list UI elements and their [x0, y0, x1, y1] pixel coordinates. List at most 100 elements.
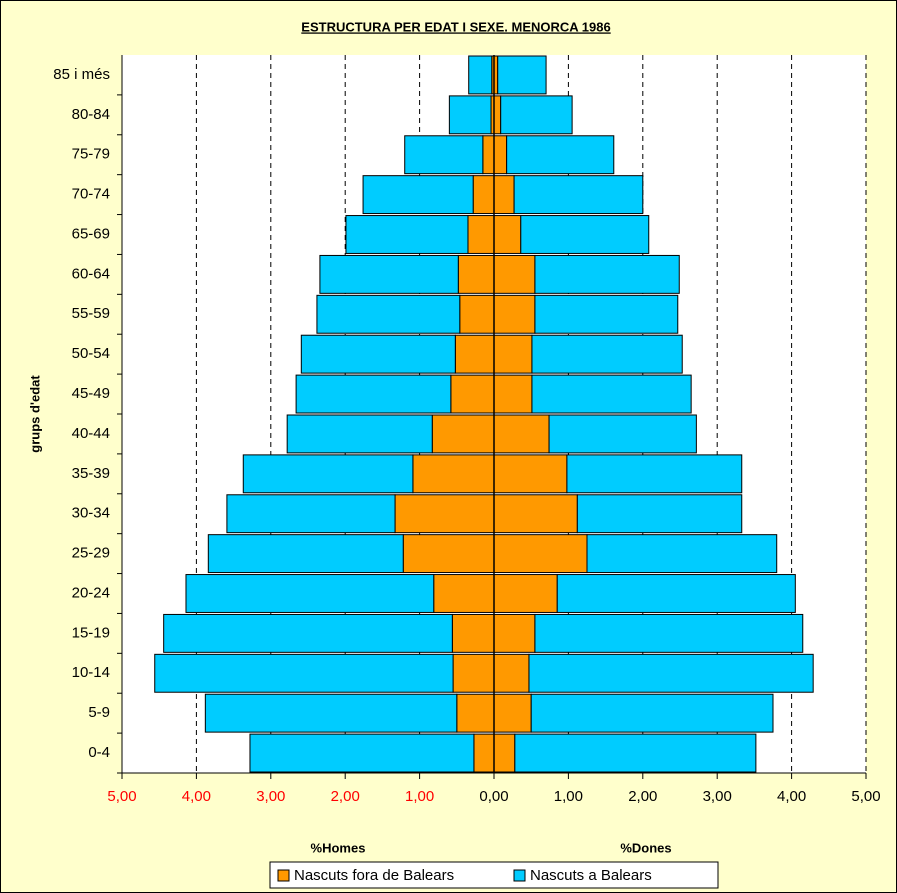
bar — [473, 733, 495, 773]
bar — [556, 574, 796, 613]
bar — [534, 254, 680, 294]
bar — [362, 175, 474, 215]
y-tick-label: 50-54 — [72, 345, 110, 362]
y-tick-label: 80-84 — [72, 106, 110, 123]
y-tick-label: 70-74 — [72, 186, 110, 203]
legend-swatch — [277, 869, 290, 882]
y-tick-label: 65-69 — [72, 225, 110, 242]
bar — [497, 55, 547, 95]
bar — [319, 254, 459, 294]
bar — [506, 135, 615, 175]
y-tick-label: 75-79 — [72, 146, 110, 163]
bar — [431, 414, 495, 454]
bar — [185, 574, 435, 613]
bar — [493, 653, 530, 693]
bar — [433, 574, 495, 613]
bar — [493, 534, 588, 574]
y-tick-label: 55-59 — [72, 305, 110, 322]
y-axis-label: grups d'edat — [27, 375, 42, 453]
x-tick-label: 2,00 — [331, 788, 360, 805]
bar — [249, 733, 475, 773]
x-tick-label: 5,00 — [107, 788, 136, 805]
y-tick-label: 35-39 — [72, 465, 110, 482]
bar — [493, 254, 536, 294]
bar — [493, 215, 522, 254]
legend-box — [269, 861, 719, 889]
bar — [482, 135, 495, 175]
bar — [468, 55, 493, 95]
bar — [576, 494, 743, 534]
bar — [286, 414, 433, 454]
y-tick-label: 20-24 — [72, 584, 110, 601]
x-tick-label: 4,00 — [182, 788, 211, 805]
bar — [493, 613, 536, 653]
bar — [226, 494, 396, 534]
bar — [472, 175, 495, 215]
bar — [493, 374, 533, 414]
bar — [566, 454, 743, 494]
bar — [448, 95, 492, 135]
x-tick-label: 5,00 — [851, 788, 880, 805]
bar — [207, 534, 404, 574]
bar — [493, 733, 516, 773]
bar — [402, 534, 495, 574]
bar — [412, 454, 495, 494]
bar — [163, 613, 453, 653]
bar — [586, 534, 778, 574]
bar — [154, 653, 454, 693]
bar — [457, 254, 495, 294]
bar — [404, 135, 484, 175]
x-tick-label: 2,00 — [628, 788, 657, 805]
bar — [534, 294, 679, 334]
right-label: %Dones — [620, 840, 671, 855]
bar — [493, 334, 533, 374]
y-tick-label: 10-14 — [72, 664, 110, 681]
bar — [534, 613, 804, 653]
bar — [467, 215, 495, 254]
x-tick-label: 3,00 — [256, 788, 285, 805]
left-label: %Homes — [311, 840, 366, 855]
bar — [493, 294, 536, 334]
y-tick-label: 45-49 — [72, 385, 110, 402]
x-tick-label: 1,00 — [554, 788, 583, 805]
bar — [530, 693, 774, 733]
y-tick-label: 60-64 — [72, 265, 110, 282]
bar — [316, 294, 461, 334]
bar — [548, 414, 697, 454]
y-tick-label: 0-4 — [88, 744, 110, 761]
y-tick-label: 5-9 — [88, 704, 110, 721]
y-tick-label: 85 i més — [53, 66, 110, 83]
bar — [513, 175, 644, 215]
bar — [500, 95, 573, 135]
bar — [493, 693, 532, 733]
legend-label: Nascuts fora de Balears — [294, 867, 454, 884]
bar — [345, 215, 469, 254]
bar — [451, 613, 495, 653]
bar — [528, 653, 814, 693]
bar — [493, 414, 550, 454]
bar — [520, 215, 650, 254]
x-tick-label: 4,00 — [777, 788, 806, 805]
x-tick-label: 0,00 — [479, 788, 508, 805]
bar — [456, 693, 495, 733]
bar — [493, 135, 508, 175]
bar — [295, 374, 452, 414]
bar — [204, 693, 458, 733]
bar — [531, 374, 692, 414]
bar — [493, 454, 568, 494]
y-tick-label: 30-34 — [72, 505, 110, 522]
bar — [514, 733, 757, 773]
y-tick-label: 40-44 — [72, 425, 110, 442]
bar — [531, 334, 683, 374]
legend-label: Nascuts a Balears — [530, 867, 652, 884]
bar — [394, 494, 495, 534]
bar — [493, 494, 578, 534]
bar — [452, 653, 495, 693]
bar — [450, 374, 495, 414]
y-tick-label: 25-29 — [72, 545, 110, 562]
bar — [493, 95, 502, 135]
bar — [459, 294, 495, 334]
bar — [493, 175, 515, 215]
y-tick-label: 15-19 — [72, 624, 110, 641]
bar — [454, 334, 495, 374]
